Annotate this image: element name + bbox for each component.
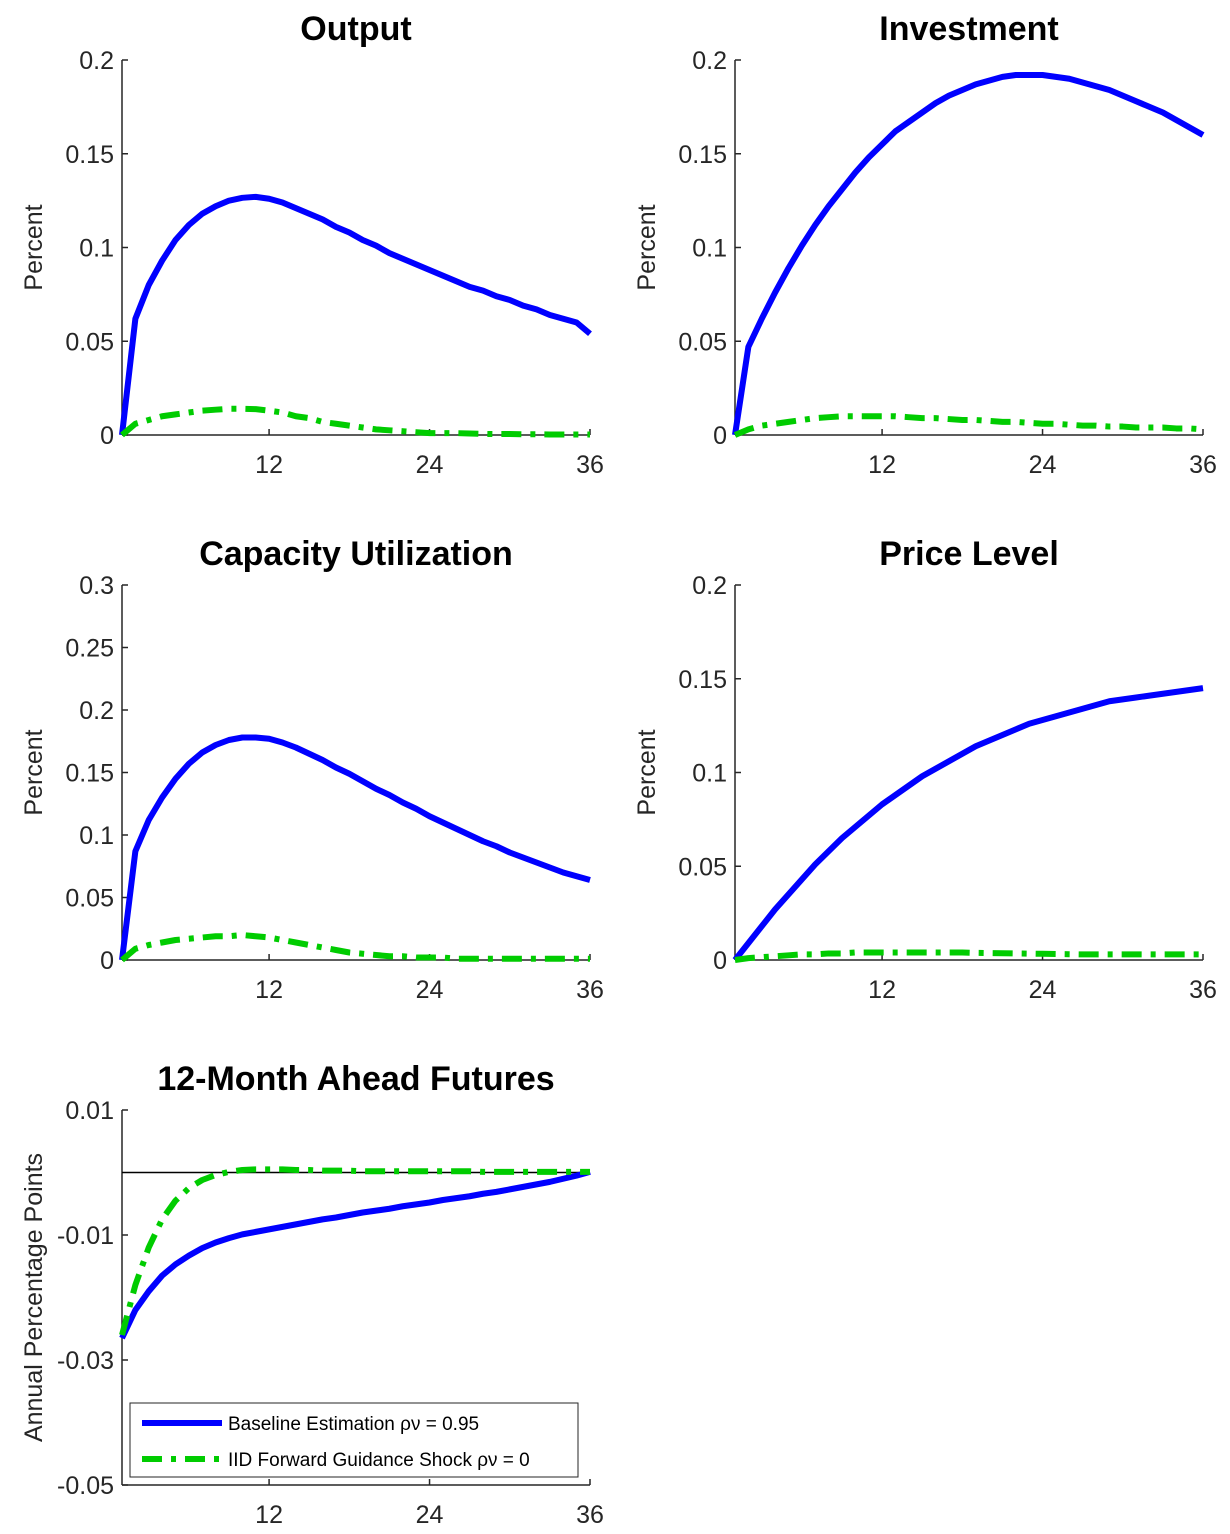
series-line (119, 734, 591, 961)
y-tick-label: 0.15 (678, 141, 727, 169)
x-tick-label: 36 (576, 1501, 604, 1529)
panel-title: 12-Month Ahead Futures (157, 1060, 554, 1098)
series-line (733, 413, 1204, 438)
y-tick-label: 0.01 (65, 1097, 114, 1125)
y-tick-label: 0 (713, 947, 727, 975)
y-tick-label: 0.05 (65, 328, 114, 356)
series-line (119, 1168, 591, 1340)
x-tick-label: 36 (576, 451, 604, 479)
x-tick-label: 24 (1029, 451, 1057, 479)
legend-label: IID Forward Guidance Shock ρν = 0 (228, 1450, 530, 1471)
y-tick-label: 0.05 (678, 853, 727, 881)
y-axis-label: Percent (20, 729, 48, 815)
panel-title: Output (300, 10, 411, 48)
y-axis-label: Percent (20, 204, 48, 290)
x-tick-label: 12 (868, 451, 896, 479)
x-tick-label: 24 (416, 976, 444, 1004)
y-tick-label: 0.2 (79, 697, 114, 725)
y-tick-label: 0.15 (65, 760, 114, 788)
series-line (732, 685, 1204, 962)
y-tick-label: 0 (100, 947, 114, 975)
panel-title: Capacity Utilization (199, 535, 513, 573)
y-tick-label: 0 (713, 422, 727, 450)
y-tick-label: 0.25 (65, 635, 114, 663)
x-tick-label: 12 (255, 976, 283, 1004)
x-tick-label: 12 (255, 1501, 283, 1529)
y-axis-label: Percent (633, 729, 661, 815)
y-tick-label: 0.2 (692, 572, 727, 600)
series-line (732, 72, 1205, 436)
legend-box (129, 1402, 579, 1478)
series-line (734, 949, 1203, 963)
x-tick-label: 12 (255, 451, 283, 479)
x-tick-label: 36 (1189, 976, 1217, 1004)
y-tick-label: 0.1 (79, 235, 114, 263)
y-tick-label: 0.1 (79, 822, 114, 850)
y-tick-label: 0.3 (79, 572, 114, 600)
x-tick-label: 24 (416, 451, 444, 479)
y-axis-label: Percent (633, 204, 661, 290)
y-tick-label: 0.1 (692, 235, 727, 263)
y-tick-label: 0.2 (692, 47, 727, 75)
legend-label: Baseline Estimation ρν = 0.95 (228, 1414, 479, 1435)
x-tick-label: 24 (416, 1501, 444, 1529)
series-line (119, 193, 592, 436)
series-line (120, 405, 590, 438)
y-tick-label: 0.15 (65, 141, 114, 169)
y-tick-label: 0.15 (678, 666, 727, 694)
y-tick-label: -0.01 (57, 1222, 114, 1250)
panel-title: Price Level (879, 535, 1059, 573)
x-tick-label: 36 (1189, 451, 1217, 479)
series-line (120, 932, 590, 963)
y-axis-label: Annual Percentage Points (20, 1153, 48, 1442)
y-tick-label: -0.05 (57, 1472, 114, 1500)
y-tick-label: 0.2 (79, 47, 114, 75)
x-tick-label: 12 (868, 976, 896, 1004)
x-tick-label: 24 (1029, 976, 1057, 1004)
y-tick-label: -0.03 (57, 1347, 114, 1375)
y-tick-label: 0 (100, 422, 114, 450)
y-tick-label: 0.05 (678, 328, 727, 356)
panel-title: Investment (879, 10, 1059, 48)
y-tick-label: 0.05 (65, 885, 114, 913)
series-line (119, 1166, 590, 1336)
y-tick-label: 0.1 (692, 760, 727, 788)
x-tick-label: 36 (576, 976, 604, 1004)
